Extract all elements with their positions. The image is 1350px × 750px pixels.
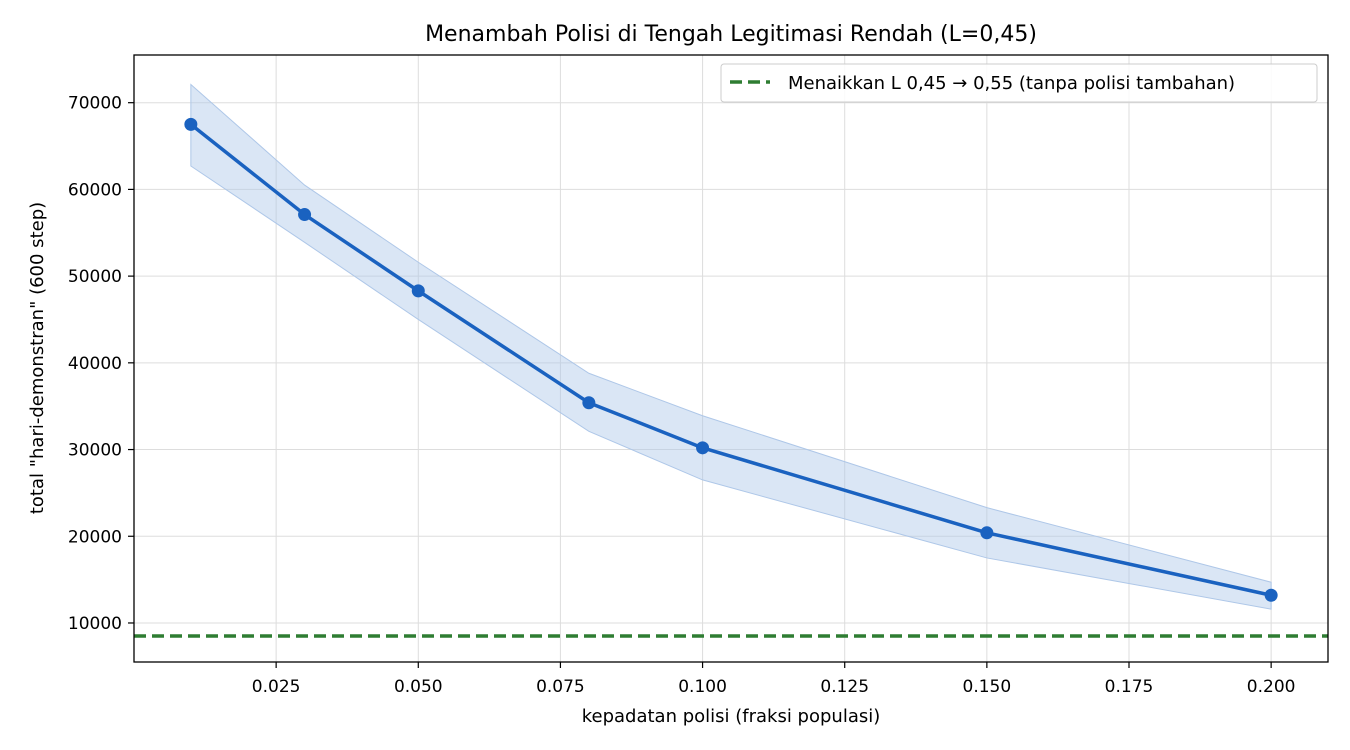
x-axis: 0.025 0.050 0.075 0.100 0.125 0.150 0.175 0.200 (252, 662, 1296, 697)
y-tick-label: 40000 (68, 354, 122, 374)
y-tick-label: 10000 (68, 614, 122, 634)
legend-box (720, 63, 1318, 103)
x-tick-label: 0.125 (820, 677, 869, 697)
chart-title: Menambah Polisi di Tengah Legitimasi Ren… (425, 22, 1037, 47)
data-point (980, 526, 994, 540)
x-tick-label: 0.100 (678, 677, 727, 697)
data-point (696, 441, 710, 455)
series-line-layer (189, 123, 1272, 597)
legend-label-reference: Menaikkan L 0,45 → 0,55 (tanpa polisi ta… (788, 73, 1235, 94)
y-tick-label: 20000 (68, 527, 122, 547)
y-axis-label: total "hari-demonstran" (600 step) (27, 202, 48, 514)
x-tick-label: 0.175 (1105, 677, 1154, 697)
x-tick-label: 0.150 (963, 677, 1012, 697)
legend: Menaikkan L 0,45 → 0,55 (tanpa polisi ta… (720, 63, 1318, 103)
data-point (411, 284, 425, 298)
y-tick-label: 30000 (68, 441, 122, 461)
series-point-layer (184, 117, 1278, 602)
data-point (1264, 588, 1278, 602)
x-tick-label: 0.050 (394, 677, 443, 697)
data-point (298, 208, 312, 222)
y-tick-label: 70000 (68, 94, 122, 114)
x-tick-label: 0.200 (1247, 677, 1296, 697)
y-tick-label: 60000 (68, 180, 122, 200)
series-line (189, 123, 1272, 597)
y-axis: 10000 20000 30000 40000 50000 60000 70000 (68, 94, 134, 634)
x-tick-label: 0.025 (252, 677, 301, 697)
data-point (184, 117, 198, 131)
x-tick-label: 0.075 (536, 677, 585, 697)
confidence-band (190, 83, 1272, 610)
confidence-band-layer (190, 83, 1272, 610)
y-tick-label: 50000 (68, 267, 122, 287)
data-point (582, 396, 596, 410)
plot-frame (133, 54, 1329, 663)
grid (134, 55, 1328, 662)
x-axis-label: kepadatan polisi (fraksi populasi) (582, 706, 881, 727)
